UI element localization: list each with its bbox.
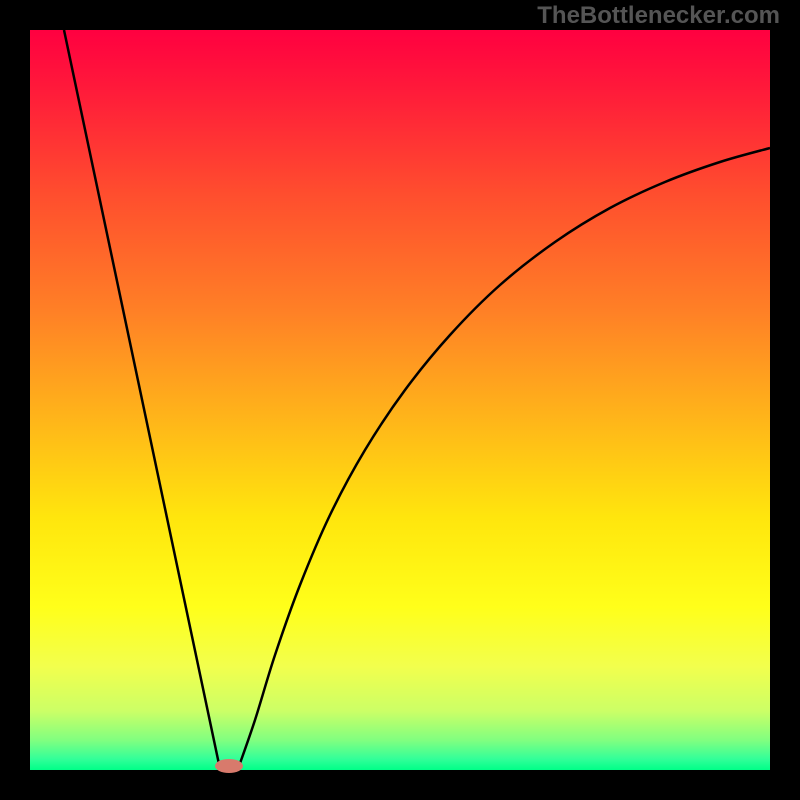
curve-right-branch: [238, 148, 770, 769]
curve-layer: [0, 0, 800, 800]
curve-left-branch: [64, 30, 220, 769]
chart-container: TheBottlenecker.com: [0, 0, 800, 800]
minimum-marker: [215, 759, 243, 773]
